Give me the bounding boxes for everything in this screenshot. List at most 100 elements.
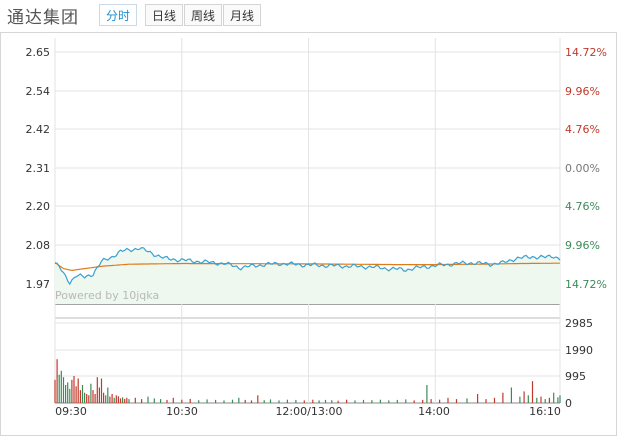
x-tick-label: 10:30 [166,405,198,418]
volume-bar [544,399,546,403]
volume-bar [244,399,246,403]
volume-bar [422,399,424,403]
volume-bar [331,400,333,403]
volume-bar [160,399,162,403]
volume-bar [141,399,143,403]
volume-bar [523,391,525,403]
volume-bar [84,392,86,403]
volume-bar [73,376,75,403]
volume-bar [413,400,415,403]
volume-bar [269,399,272,403]
volume-bar [71,379,73,403]
stock-title: 通达集团 [7,8,79,28]
volume-bar [312,399,314,403]
volume-tick-label: 2985 [565,317,593,330]
volume-bar [318,400,320,403]
volume-bar [134,397,136,403]
volume-bar [90,383,92,403]
volume-bar [153,398,155,403]
watermark: Powered by 10jqka [55,289,159,302]
y-tick-label-left: 1.97 [26,278,51,291]
volume-bar [113,397,115,403]
volume-bar [527,395,529,403]
volume-bar [553,392,555,403]
volume-bar [172,397,174,403]
volume-bar [405,399,407,403]
volume-bar [447,397,449,403]
y-tick-label-right: 14.72% [565,278,607,291]
y-tick-label-left: 2.65 [26,46,51,59]
volume-bar [62,377,65,403]
volume-bar [466,398,468,403]
volume-bar [206,399,208,403]
volume-bar [557,397,559,403]
volume-bar [67,382,69,403]
volume-bar [117,396,119,403]
volume-bar [107,387,109,403]
volume-bar [115,395,117,403]
volume-bar [295,399,297,403]
volume-bar [510,387,512,403]
volume-bar [430,399,432,403]
volume-bar [181,399,183,403]
y-tick-label-left: 2.54 [26,85,51,98]
x-tick-label: 09:30 [55,405,87,418]
volume-bar [122,397,124,403]
volume-bar [109,396,111,403]
axis-labels: 2.65 2.54 2.42 2.31 2.20 2.08 1.97 14.72% 9.96% 4… [26,46,607,418]
tab-intraday[interactable]: 分时 [99,4,138,26]
volume-bar [126,397,128,403]
y-tick-label-left: 2.08 [26,239,51,252]
volume-bar [379,399,381,403]
y-tick-label-left: 2.31 [26,162,51,175]
volume-bar [69,388,71,403]
volume-bar [111,394,113,403]
y-tick-label-right: 4.76% [565,123,600,136]
volume-bar [56,359,58,403]
chart-lines [54,246,561,286]
volume-bar [223,400,225,403]
volume-bar [189,398,191,403]
volume-bar [58,374,60,403]
volume-bar [238,397,240,403]
chart-frame [0,32,617,436]
volume-bar [103,392,105,403]
volume-bar [98,387,100,403]
volume-bar [60,370,62,403]
volume-bar [128,399,130,403]
volume-bar [105,395,107,403]
volume-bar [502,392,504,403]
volume-bar [92,390,94,403]
volume-tick-label: 995 [565,370,586,383]
volume-tick-label: 1990 [565,344,593,357]
volume-bar [86,394,88,403]
volume-bar [250,400,253,403]
volume-bar [354,400,356,403]
tab-monthly[interactable]: 月线 [223,4,262,26]
volume-bar [257,395,259,403]
chart-grid [54,38,561,404]
volume-bar [388,400,390,403]
volume-bar [362,399,365,403]
price-area-group [55,247,560,304]
volume-bars [54,359,561,403]
y-tick-label-right: 9.96% [565,239,600,252]
volume-bar [548,397,550,403]
x-tick-label: 16:10 [529,405,561,418]
volume-bar [324,399,327,403]
period-tabs: 分时 日线 周线 月线 [99,4,262,26]
volume-bar [337,400,339,403]
volume-bar [124,398,126,403]
volume-bar [485,399,487,403]
tab-weekly[interactable]: 周线 [184,4,223,26]
price-line [54,246,561,286]
volume-bar [100,378,103,403]
volume-bar [278,400,280,403]
tab-daily[interactable]: 日线 [145,4,184,26]
price-area [55,247,560,304]
volume-bar [147,396,149,403]
volume-bar [477,394,479,403]
volume-bar [79,390,81,403]
volume-bar [88,395,90,403]
